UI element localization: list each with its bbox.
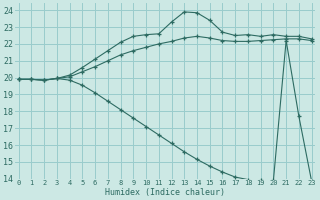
X-axis label: Humidex (Indice chaleur): Humidex (Indice chaleur) bbox=[105, 188, 225, 197]
